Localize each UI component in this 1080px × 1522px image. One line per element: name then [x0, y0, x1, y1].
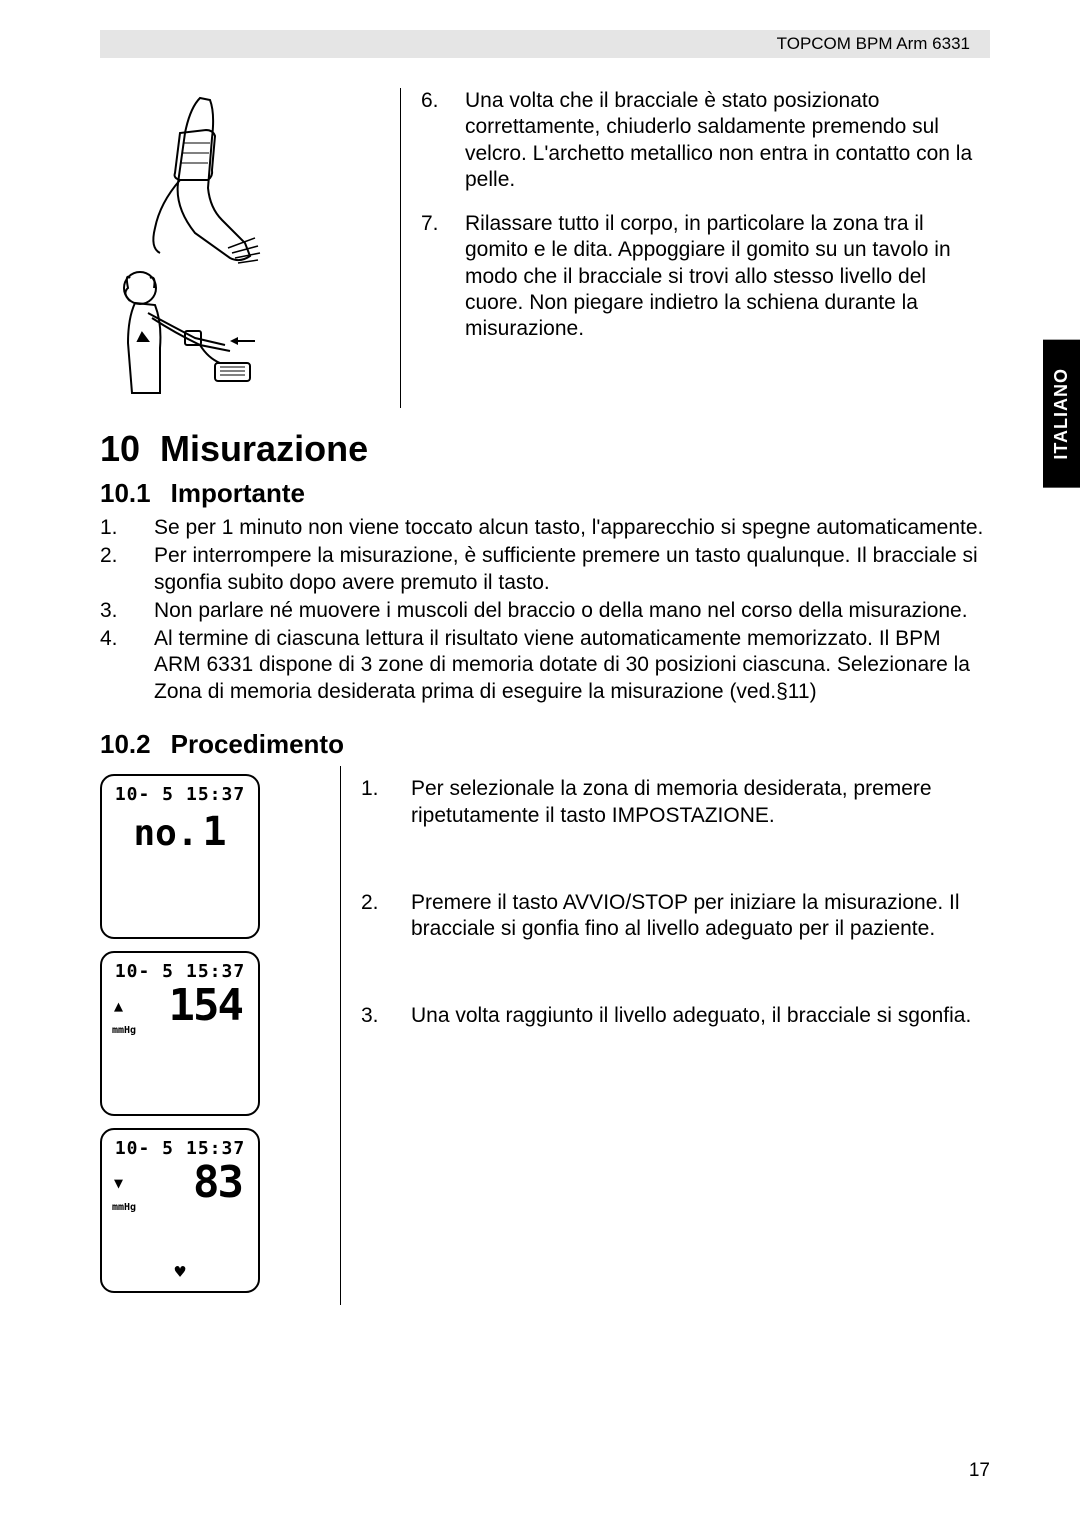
subsection-number: 10.1: [100, 478, 151, 508]
lcd-time: 15:37: [186, 961, 245, 982]
item-text: Una volta raggiunto il livello adeguato,…: [411, 1003, 971, 1030]
section-10-2-heading: 10.2 Procedimento: [100, 729, 990, 760]
item-text: Una volta che il bracciale è stato posiz…: [465, 88, 990, 193]
item-number: 1.: [361, 776, 391, 830]
lcd-datetime: 10- 5 15:37: [112, 784, 248, 805]
lcd-time: 15:37: [186, 1138, 245, 1159]
item-text: Rilassare tutto il corpo, in particolare…: [465, 211, 990, 342]
lcd-no-label: no.: [133, 813, 198, 854]
lcd-time: 15:37: [186, 784, 245, 805]
product-name: TOPCOM BPM Arm 6331: [777, 34, 970, 54]
item-number: 2.: [361, 890, 391, 944]
list-item: 1. Se per 1 minuto non viene toccato alc…: [100, 515, 990, 541]
lcd-datetime: 10- 5 15:37: [112, 961, 248, 982]
list-item: 3. Non parlare né muovere i muscoli del …: [100, 598, 990, 624]
arrow-down-icon: ▼: [114, 1174, 123, 1192]
important-list: 1. Se per 1 minuto non viene toccato alc…: [100, 515, 990, 705]
item-number: 4.: [100, 626, 134, 705]
lcd-unit: mmHg: [112, 1202, 136, 1213]
section-10-1-heading: 10.1 Importante: [100, 478, 990, 509]
lcd-value: 83: [112, 1161, 248, 1205]
intro-steps-list: 6. Una volta che il bracciale è stato po…: [400, 88, 990, 408]
lcd-display-2: 10- 5 15:37 ▲ mmHg 154: [100, 951, 260, 1116]
list-item: 7. Rilassare tutto il corpo, in particol…: [421, 211, 990, 342]
list-item: 6. Una volta che il bracciale è stato po…: [421, 88, 990, 193]
procedure-section: 10- 5 15:37 no. 1 10- 5 15:37 ▲ mmHg 154…: [100, 766, 990, 1305]
lcd-display-3: 10- 5 15:37 ▼ mmHg 83 ♥: [100, 1128, 260, 1293]
language-label: ITALIANO: [1051, 368, 1071, 460]
item-number: 2.: [100, 543, 134, 596]
item-text: Se per 1 minuto non viene toccato alcun …: [154, 515, 983, 541]
list-item: 2. Per interrompere la misurazione, è su…: [100, 543, 990, 596]
lcd-displays: 10- 5 15:37 no. 1 10- 5 15:37 ▲ mmHg 154…: [100, 766, 310, 1305]
item-text: Al termine di ciascuna lettura il risult…: [154, 626, 990, 705]
procedure-steps: 1. Per selezionale la zona di memoria de…: [340, 766, 990, 1305]
subsection-title: Procedimento: [171, 729, 344, 759]
item-text: Per interrompere la misurazione, è suffi…: [154, 543, 990, 596]
person-sitting-illustration: [100, 263, 270, 403]
list-item: 3. Una volta raggiunto il livello adegua…: [361, 1003, 990, 1030]
lcd-display-1: 10- 5 15:37 no. 1: [100, 774, 260, 939]
arrow-up-icon: ▲: [114, 997, 123, 1015]
intro-section: 6. Una volta che il bracciale è stato po…: [100, 88, 990, 408]
item-number: 1.: [100, 515, 134, 541]
heart-icon: ♥: [175, 1262, 186, 1283]
header-bar: TOPCOM BPM Arm 6331: [100, 30, 990, 58]
item-number: 3.: [100, 598, 134, 624]
item-text: Non parlare né muovere i muscoli del bra…: [154, 598, 968, 624]
intro-illustrations: [100, 88, 370, 408]
item-text: Premere il tasto AVVIO/STOP per iniziare…: [411, 890, 990, 944]
list-item: 2. Premere il tasto AVVIO/STOP per inizi…: [361, 890, 990, 944]
arm-cuff-illustration: [100, 88, 280, 268]
page-number: 17: [969, 1460, 990, 1482]
item-number: 6.: [421, 88, 445, 193]
lcd-no-value: 1: [202, 809, 226, 855]
section-title: Misurazione: [160, 428, 368, 469]
item-text: Per selezionale la zona di memoria desid…: [411, 776, 990, 830]
lcd-date: 10- 5: [115, 784, 174, 805]
lcd-date: 10- 5: [115, 1138, 174, 1159]
section-10-heading: 10 Misurazione: [100, 428, 990, 470]
language-tab: ITALIANO: [1043, 340, 1080, 488]
lcd-value: 154: [112, 984, 248, 1028]
item-number: 3.: [361, 1003, 391, 1030]
lcd-unit: mmHg: [112, 1025, 136, 1036]
item-number: 7.: [421, 211, 445, 342]
lcd-datetime: 10- 5 15:37: [112, 1138, 248, 1159]
list-item: 1. Per selezionale la zona di memoria de…: [361, 776, 990, 830]
section-number: 10: [100, 428, 140, 469]
list-item: 4. Al termine di ciascuna lettura il ris…: [100, 626, 990, 705]
lcd-date: 10- 5: [115, 961, 174, 982]
subsection-title: Importante: [171, 478, 305, 508]
lcd-memory-zone: no. 1: [112, 809, 248, 855]
subsection-number: 10.2: [100, 729, 151, 759]
